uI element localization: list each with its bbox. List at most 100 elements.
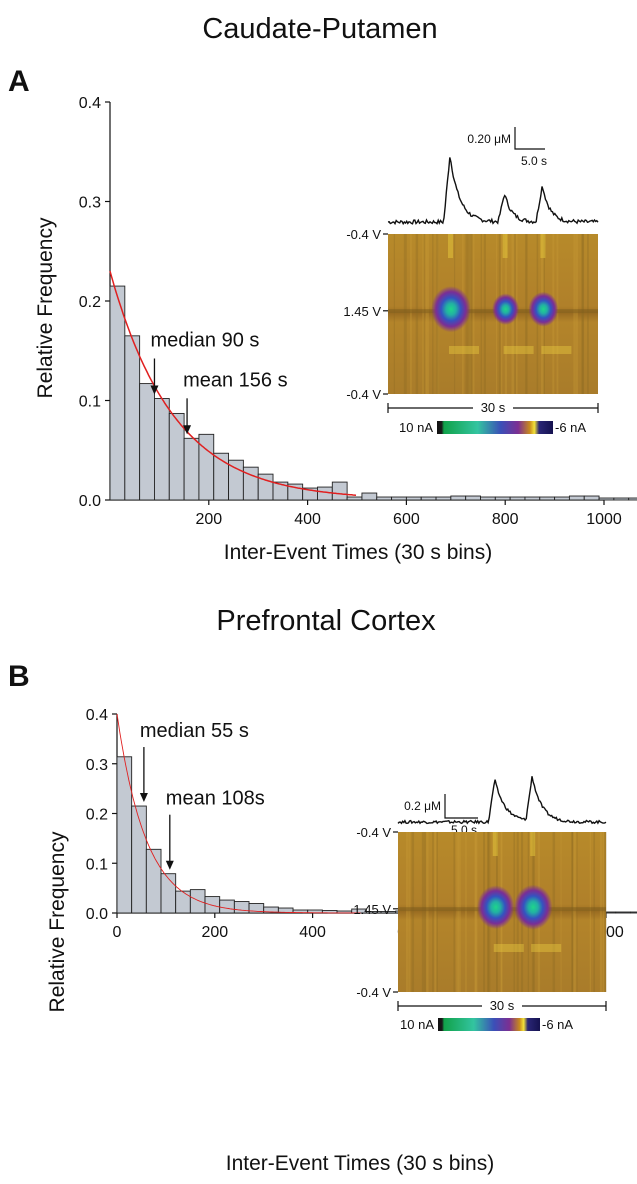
color-plot-blob-a (492, 293, 520, 325)
histogram-bar-a (628, 497, 637, 501)
histogram-bar-a (317, 486, 333, 501)
color-plot-streak-b (453, 832, 456, 992)
color-plot-oxidation-a (540, 234, 546, 258)
time-span-label-a: 30 s (481, 400, 506, 415)
histogram-bar-b (160, 873, 177, 914)
color-plot-reduction-a (449, 346, 479, 354)
color-plot-streak-b (474, 832, 477, 992)
color-plot-streak-b (552, 832, 556, 992)
color-plot-streak-a (469, 234, 471, 394)
histogram-bar-a (539, 496, 556, 501)
colorbar-a (437, 421, 553, 434)
exponential-fit-curve-a (109, 270, 357, 496)
x-tick-label-a: 800 (492, 511, 519, 528)
color-plot-streak-b (604, 832, 607, 992)
scale-conc-label-a: 0.20 μM (467, 132, 511, 146)
histogram-bar-a (494, 496, 511, 501)
y-tick-label-a: 0.4 (79, 95, 101, 112)
voltage-label-a: -0.4 V (346, 227, 381, 242)
color-plot-streak-b (434, 832, 437, 992)
y-tick-label-b: 0.3 (86, 757, 108, 774)
histogram-bar-a (154, 398, 170, 501)
color-plot-streak-b (589, 832, 592, 992)
histogram-bar-b (116, 756, 133, 914)
histogram-bar-b (204, 896, 221, 914)
color-plot-blob-a (431, 286, 471, 333)
color-plot-streak-a (403, 234, 407, 394)
x-tick-label-b: 400 (299, 924, 326, 941)
y-tick-label-b: 0.4 (86, 707, 108, 724)
color-plot-streak-a (472, 234, 475, 394)
color-plot-blob-a (528, 291, 559, 327)
color-plot-streak-b (571, 832, 574, 992)
colorbar-left-label-a: 10 nA (399, 420, 433, 435)
histogram-bar-b (145, 848, 162, 914)
x-tick-label-a: 200 (195, 511, 222, 528)
annotation-label-b: median 55 s (140, 720, 249, 742)
color-plot-streak-b (436, 832, 438, 992)
panel-a: Caudate-Putamen A Relative Frequency Int… (8, 13, 637, 564)
color-plot-streak-b (457, 832, 461, 992)
y-tick-label-b: 0.1 (86, 856, 108, 873)
histogram-bar-a (583, 495, 600, 501)
histogram-bar-a (183, 437, 200, 501)
x-tick-label-a: 400 (294, 511, 321, 528)
color-plot-streak-b (572, 832, 576, 992)
color-plot-streak-a (524, 234, 527, 394)
panel-b: Prefrontal Cortex B Relative Frequency I… (8, 605, 637, 1175)
color-plot-streak-b (593, 832, 596, 992)
panel-b-letter: B (8, 660, 30, 693)
color-plot-streak-b (560, 832, 562, 992)
inset-b: 0.2 μM5.0 s-0.4 V1.45 V-0.4 V30 s10 nA -6… (353, 776, 607, 1032)
histogram-bar-a (450, 495, 467, 501)
inset-a: 0.20 μM 5.0 s -0.4 V 1.45 V -0.4 V 30 s 10 nA -… (343, 127, 599, 435)
color-plot-streak-a (573, 234, 576, 394)
color-plot-streak-b (411, 832, 415, 992)
color-plot-streak-a (575, 234, 578, 394)
color-plot-blob-b (477, 885, 515, 930)
color-plot-streak-a (469, 234, 473, 394)
color-plot-streak-b (432, 832, 434, 992)
histogram-bar-b (219, 899, 235, 914)
time-span-bg-a (473, 398, 513, 412)
histogram-bar-a (346, 496, 363, 501)
x-tick-label-a: 600 (393, 511, 420, 528)
color-plot-reduction-a (541, 346, 572, 354)
color-plot-streak-a (410, 234, 412, 394)
concentration-trace-b (397, 776, 607, 825)
arrow-head-b (165, 860, 174, 870)
histogram-bar-a (524, 496, 541, 501)
histogram-bar-b (189, 889, 206, 914)
panel-a-letter: A (8, 65, 30, 98)
colorbar-left-label-b: 10 nA (400, 1017, 434, 1032)
panel-a-title: Caudate-Putamen (202, 13, 437, 45)
color-plot-streak-b (475, 832, 478, 992)
x-tick-label-a: 1000 (586, 511, 622, 528)
color-plot-streak-a (581, 234, 584, 394)
colorbar-right-label-a: -6 nA (555, 420, 586, 435)
y-tick-label-a: 0.0 (79, 493, 101, 510)
color-plot-streak-b (408, 832, 411, 992)
exponential-fit-curve-b (116, 713, 361, 914)
histogram-bar-a (361, 492, 378, 501)
x-tick-label-b: 0 (113, 924, 122, 941)
histogram-bar-a (405, 496, 422, 501)
color-plot-streak-a (415, 234, 419, 394)
color-plot-streak-a (480, 234, 482, 394)
y-tick-label-a: 0.1 (79, 394, 101, 411)
histogram-bar-b (233, 901, 250, 914)
color-plot-streak-a (582, 234, 585, 394)
color-plot-streak-b (426, 832, 429, 992)
color-plot-streak-a (526, 234, 528, 394)
concentration-trace-a (387, 157, 599, 226)
annotation-label-a: mean 156 s (183, 369, 288, 391)
histogram-bar-a (480, 496, 496, 501)
histogram-bar-a (420, 496, 437, 501)
color-plot-oxidation-a (448, 234, 453, 258)
color-plot-reduction-a (503, 346, 534, 354)
histogram-bar-b (615, 911, 631, 914)
color-plot-streak-b (456, 832, 459, 992)
histogram-bar-a (465, 495, 481, 501)
y-tick-label-a: 0.2 (79, 294, 101, 311)
scale-conc-label-b: 0.2 μM (404, 799, 441, 813)
